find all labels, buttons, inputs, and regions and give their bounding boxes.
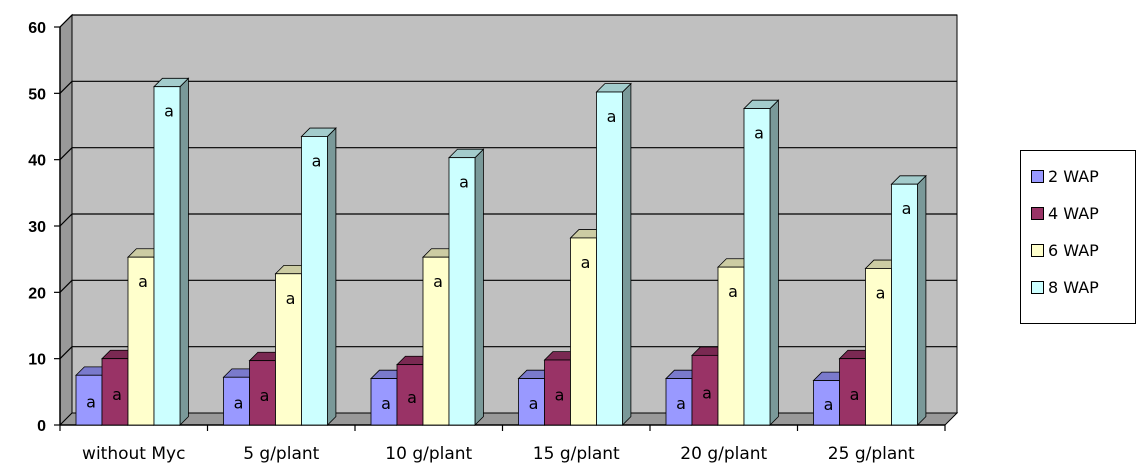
bar-front (743, 108, 771, 426)
gridline (59, 346, 957, 360)
bar-front (865, 268, 892, 426)
bar-front (153, 86, 181, 426)
gridline (59, 213, 957, 227)
gridlines (59, 14, 957, 360)
data-label: a (902, 199, 912, 218)
bar: a (890, 174, 927, 426)
bar-front (691, 354, 719, 426)
data-label: a (459, 173, 469, 192)
y-axis-ticks: 0 10 20 30 40 50 60 (28, 20, 60, 435)
legend-item: 4 WAP (1031, 202, 1099, 224)
bar-front (839, 358, 866, 426)
gridline (59, 147, 957, 161)
data-label: a (850, 385, 860, 404)
bar-front (127, 256, 155, 426)
data-label: a (312, 151, 322, 170)
bar-front (891, 183, 918, 426)
legend: 2 WAP 4 WAP 6 WAP 8 WAP (1020, 150, 1136, 324)
data-label: a (407, 388, 417, 407)
y-tick-label: 30 (28, 219, 46, 236)
data-label: a (112, 385, 122, 404)
x-category-label: 15 g/plant (533, 444, 620, 464)
bar-front (596, 91, 623, 426)
data-label: a (824, 395, 834, 414)
x-category-label: without Myc (82, 444, 185, 464)
legend-label: 2 WAP (1048, 166, 1099, 186)
x-category-label: 25 g/plant (828, 444, 915, 464)
bar: a (300, 127, 337, 426)
bar-front (101, 358, 129, 426)
bar-front (518, 378, 545, 426)
data-label: a (754, 124, 764, 143)
data-label: a (876, 283, 886, 302)
bar-front (665, 378, 693, 426)
bar-front (448, 157, 476, 426)
bar: a (595, 82, 632, 426)
bar: a (153, 77, 190, 426)
bar-front (570, 237, 597, 426)
legend-item: 6 WAP (1031, 239, 1099, 261)
y-tick-label: 20 (28, 285, 46, 302)
data-label: a (728, 282, 738, 301)
data-label: a (286, 289, 296, 308)
data-label: a (234, 394, 244, 413)
data-label: a (607, 107, 617, 126)
x-category-label: 20 g/plant (680, 444, 767, 464)
bar-side (769, 99, 779, 426)
data-label: a (555, 386, 565, 405)
bar-front (396, 364, 424, 426)
bar-side (327, 127, 337, 426)
gridline (59, 80, 957, 94)
legend-swatch (1031, 280, 1044, 294)
bar-front (422, 256, 450, 426)
data-label: a (676, 394, 686, 413)
data-label: a (529, 394, 539, 413)
chart-walls (58, 13, 959, 427)
y-tick-label: 50 (28, 86, 46, 103)
gridline (59, 14, 957, 28)
bar-front (249, 360, 276, 426)
y-tick-label: 40 (28, 153, 46, 170)
x-category-label: 10 g/plant (385, 444, 472, 464)
data-label: a (260, 386, 270, 405)
data-label: a (138, 272, 148, 291)
data-label: a (164, 102, 174, 121)
bar-front (301, 136, 328, 426)
legend-label: 4 WAP (1048, 203, 1099, 223)
legend-swatch (1031, 169, 1044, 183)
bar-side (622, 82, 632, 426)
bar: a (743, 99, 780, 426)
data-label: a (86, 393, 96, 412)
legend-item: 8 WAP (1031, 276, 1099, 298)
bar-front (223, 376, 250, 426)
bar-side (179, 77, 189, 426)
legend-item: 2 WAP (1031, 165, 1099, 187)
legend-swatch (1031, 243, 1044, 257)
x-category-label: 5 g/plant (243, 444, 319, 464)
bar-front (717, 266, 745, 426)
legend-label: 8 WAP (1048, 277, 1099, 297)
data-label: a (381, 394, 391, 413)
legend-label: 6 WAP (1048, 240, 1099, 260)
data-label: a (433, 272, 443, 291)
bar-front (75, 374, 103, 426)
legend-swatch (1031, 206, 1044, 220)
bar: a (448, 148, 485, 426)
y-tick-label: 10 (28, 352, 46, 369)
bar-front (544, 359, 571, 426)
bar-front (813, 380, 840, 426)
x-axis-ticks: without Myc 5 g/plant 10 g/plant 15 g/plant… (59, 425, 946, 464)
y-tick-label: 60 (28, 20, 46, 37)
data-label: a (581, 253, 591, 272)
gridline (59, 279, 957, 293)
data-label: a (702, 384, 712, 403)
y-tick-label: 0 (37, 418, 46, 435)
bar-side (917, 174, 927, 426)
bar-side (474, 148, 484, 426)
